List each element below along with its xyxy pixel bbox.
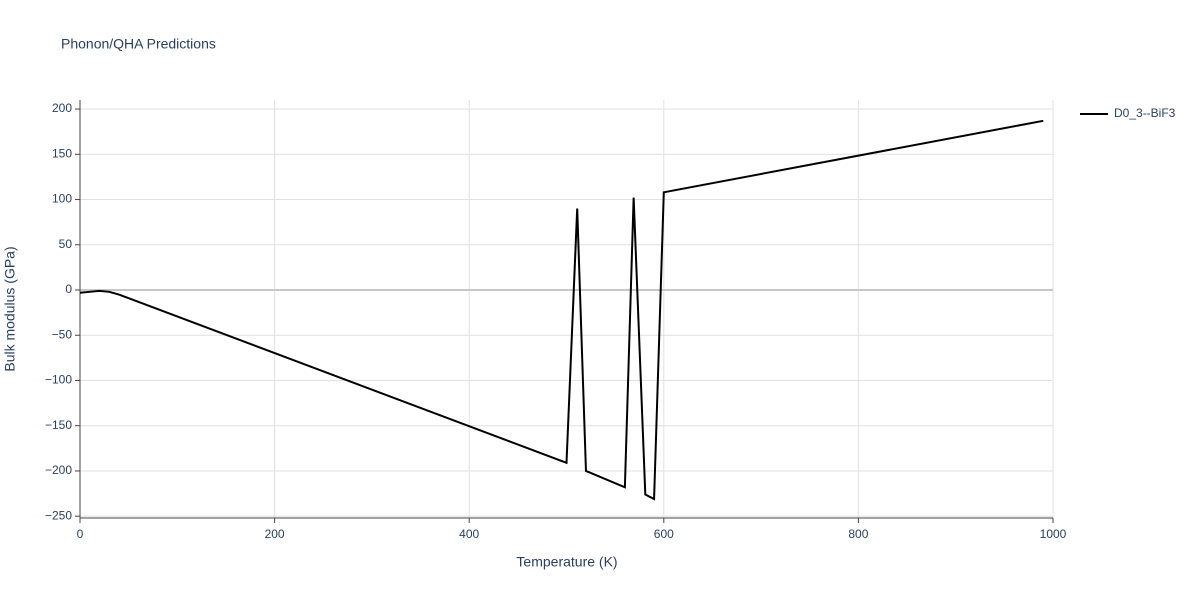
y-axis-title: Bulk modulus (GPa) [2,246,18,371]
y-tick-label: −200 [45,463,72,477]
chart-title: Phonon/QHA Predictions [61,36,216,52]
y-tick-label: 0 [65,282,72,296]
x-tick-label: 400 [459,527,479,541]
y-tick-label: 100 [52,192,72,206]
y-tick-label: 150 [52,146,72,160]
y-tick-label: −50 [52,327,73,341]
x-tick-label: 1000 [1040,527,1067,541]
x-axis-title: Temperature (K) [516,554,617,570]
x-tick-label: 800 [848,527,868,541]
data-line [79,119,1044,501]
legend-label: D0_3--BiF3 [1114,106,1176,120]
y-tick-label: 200 [52,101,72,115]
y-tick-label: 50 [59,237,73,251]
y-tick-label: −100 [45,373,72,387]
y-tick-label: −150 [45,418,72,432]
x-tick-label: 0 [77,527,84,541]
x-tick-label: 600 [654,527,674,541]
y-tick-label: −250 [45,508,72,522]
x-tick-label: 200 [265,527,285,541]
